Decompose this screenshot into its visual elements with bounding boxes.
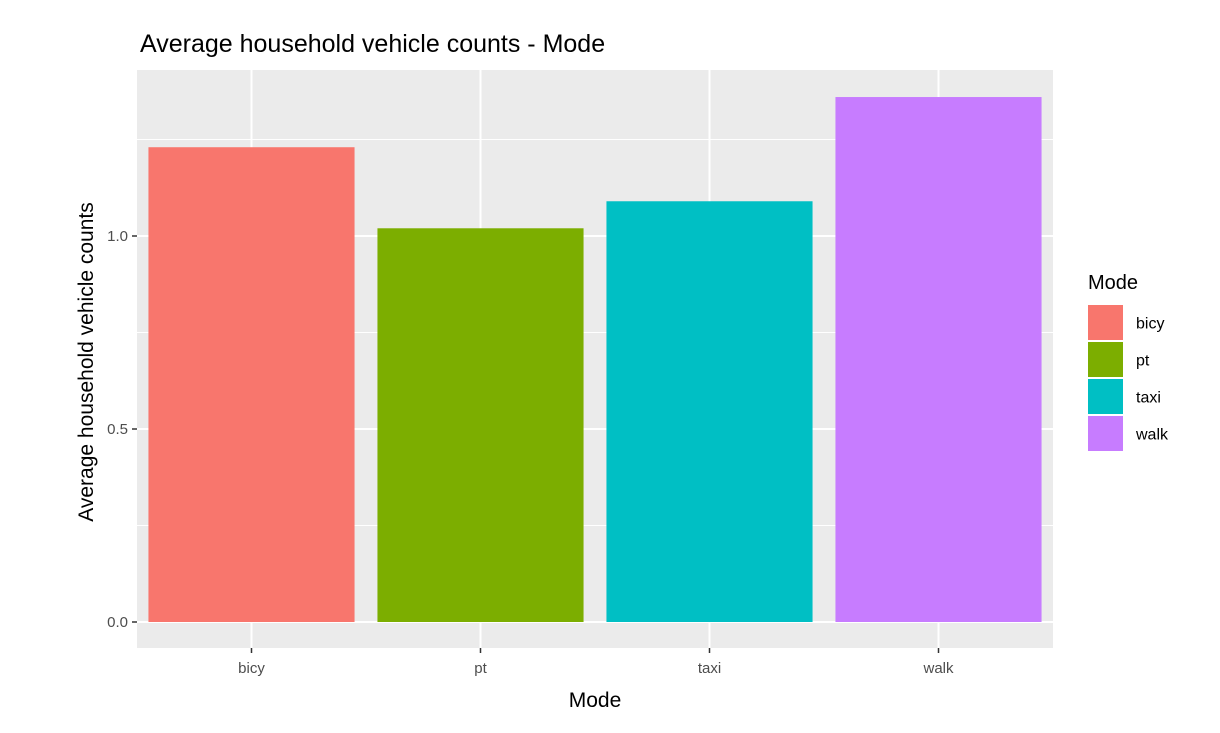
x-tick-label-taxi: taxi	[698, 660, 721, 677]
y-tick-label: 0.5	[107, 421, 128, 438]
legend-title: Mode	[1088, 272, 1138, 294]
bar-pt	[377, 228, 584, 622]
legend-label-pt: pt	[1136, 353, 1150, 370]
legend-label-bicy: bicy	[1136, 316, 1164, 333]
legend-label-taxi: taxi	[1136, 390, 1161, 407]
y-axis-title: Average household vehicle counts	[75, 202, 98, 522]
legend-label-walk: walk	[1135, 427, 1169, 444]
legend-key-bicy	[1088, 305, 1123, 340]
y-tick-label: 1.0	[107, 228, 128, 245]
legend-key-taxi	[1088, 379, 1123, 414]
x-tick-label-bicy: bicy	[238, 660, 265, 677]
x-tick-label-pt: pt	[474, 660, 487, 677]
legend-key-pt	[1088, 342, 1123, 377]
bar-taxi	[606, 201, 813, 622]
chart-title: Average household vehicle counts - Mode	[140, 30, 605, 58]
plot-panel: 0.0 0.5 1.0 bicy pt taxi walk	[107, 70, 1053, 677]
x-tick-label-walk: walk	[922, 660, 954, 677]
legend: Mode bicy pt taxi walk	[1088, 272, 1169, 451]
x-axis-title: Mode	[569, 689, 622, 712]
bar-bicy	[148, 147, 355, 622]
legend-key-walk	[1088, 416, 1123, 451]
y-tick-label: 0.0	[107, 614, 128, 631]
bar-walk	[835, 97, 1042, 623]
